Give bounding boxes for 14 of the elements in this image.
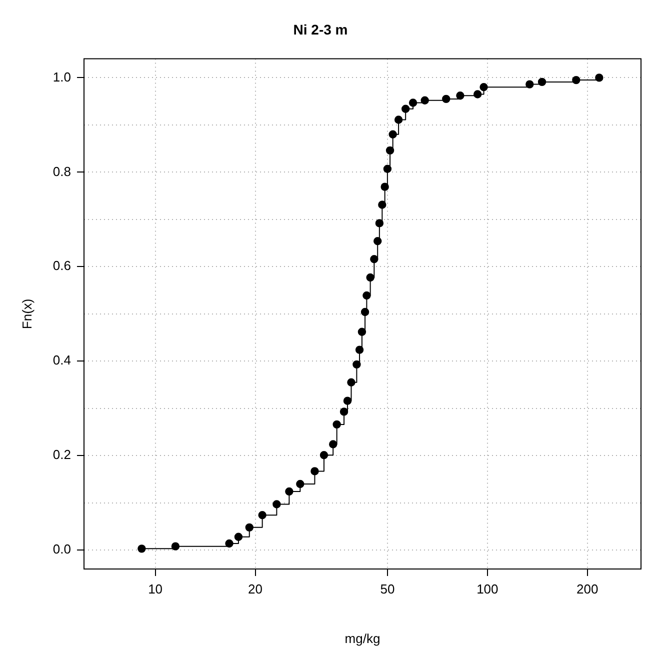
y-axis-title: Fn(x): [19, 298, 34, 330]
x-tick-label: 50: [380, 581, 395, 596]
y-tick-label: 0.6: [52, 258, 71, 274]
x-tick-label: 100: [476, 581, 498, 596]
y-tick-label: 0.0: [52, 542, 71, 557]
chart-title: Ni 2-3 m: [293, 21, 348, 38]
y-tick-label: 0.2: [52, 447, 71, 462]
y-tick-label: 1.0: [52, 69, 71, 84]
y-tick-label: 0.4: [52, 352, 71, 368]
x-tick-label: 20: [248, 581, 263, 596]
y-tick-label: 0.8: [52, 164, 71, 179]
x-tick-label: 200: [576, 581, 598, 596]
x-axis-title: mg/kg: [344, 630, 380, 646]
x-tick-label: 10: [148, 581, 163, 596]
